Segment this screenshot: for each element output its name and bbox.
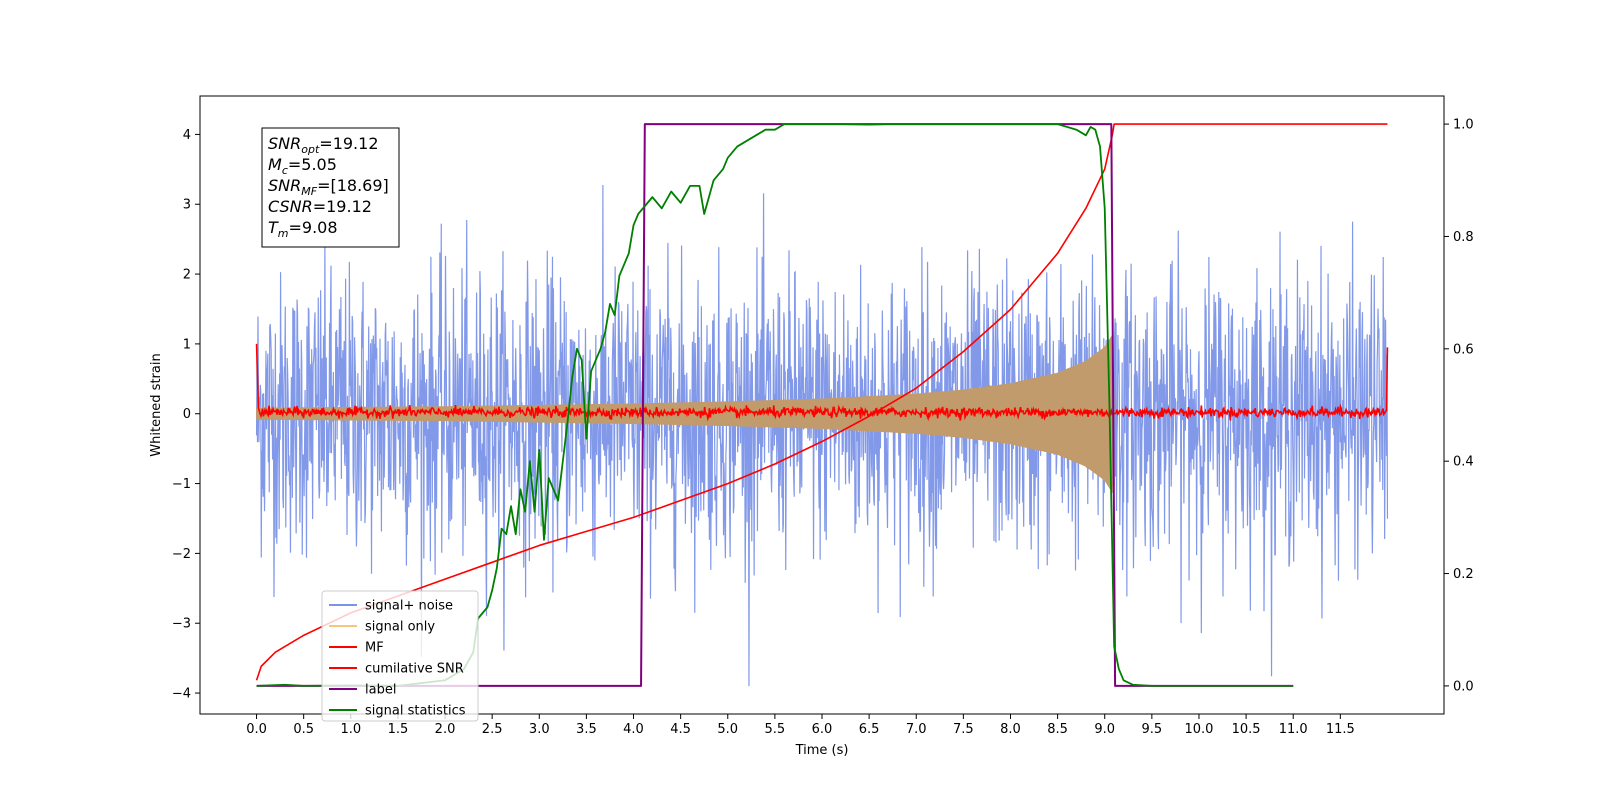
x-tick-label: 10.0 bbox=[1184, 722, 1213, 737]
y2-tick-label: 0.2 bbox=[1453, 567, 1474, 582]
x-tick-label: 1.5 bbox=[388, 722, 409, 737]
x-tick-label: 9.0 bbox=[1094, 722, 1115, 737]
y-tick-label: 4 bbox=[183, 128, 191, 143]
legend-label: MF bbox=[365, 641, 384, 656]
y-tick-label: 0 bbox=[183, 407, 191, 422]
legend-frame bbox=[321, 590, 479, 722]
x-tick-label: 7.5 bbox=[953, 722, 974, 737]
legend-label: cumilative SNR bbox=[365, 662, 464, 677]
y-tick-label: 3 bbox=[183, 198, 191, 213]
x-tick-label: 6.5 bbox=[859, 722, 880, 737]
annotation-box: SNRopt=19.12Mc=5.05SNRMF=[18.69]CSNR=19.… bbox=[261, 127, 400, 248]
x-tick-label: 5.5 bbox=[765, 722, 786, 737]
annotation-line: Mc=5.05 bbox=[268, 155, 337, 177]
series-mf-line bbox=[255, 343, 1389, 422]
x-tick-label: 2.5 bbox=[482, 722, 503, 737]
legend-label: signal statistics bbox=[365, 704, 466, 719]
legend-label: label bbox=[365, 683, 396, 698]
legend-label: signal+ noise bbox=[365, 599, 453, 614]
y-tick-label: −1 bbox=[172, 477, 191, 492]
x-tick-label: 2.0 bbox=[435, 722, 456, 737]
annotation-frame bbox=[261, 127, 400, 248]
x-tick-label: 7.0 bbox=[906, 722, 927, 737]
x-axis: 0.0 0.5 1.0 1.5 2.0 2.5 3.0 3.5 4.0 4.5 5.0 5.5 6.0 6… bbox=[246, 714, 1355, 737]
x-tick-label: 11.5 bbox=[1326, 722, 1355, 737]
y-axis-right: 0.0 0.2 0.4 0.6 0.8 1.0 bbox=[1444, 118, 1474, 694]
x-tick-label: 0.5 bbox=[293, 722, 314, 737]
y2-tick-label: 0.4 bbox=[1453, 455, 1474, 470]
y-tick-label: 2 bbox=[183, 268, 191, 283]
x-tick-label: 5.0 bbox=[717, 722, 738, 737]
series-signal-statistics-line bbox=[256, 123, 1294, 687]
y-axis-left: −4 −3 −2 −1 0 1 2 3 4 bbox=[172, 128, 200, 702]
y2-tick-label: 0.0 bbox=[1453, 679, 1474, 694]
x-tick-label: 0.0 bbox=[246, 722, 267, 737]
y-tick-label: −3 bbox=[172, 617, 191, 632]
x-tick-label: 8.5 bbox=[1047, 722, 1068, 737]
x-tick-label: 9.5 bbox=[1142, 722, 1163, 737]
annotation-line: Tm=9.08 bbox=[268, 218, 338, 240]
annotation-line: CSNR=19.12 bbox=[268, 197, 372, 216]
annotation-line: SNRopt=19.12 bbox=[268, 134, 379, 156]
y-tick-label: −4 bbox=[172, 687, 191, 702]
y-tick-label: −2 bbox=[172, 547, 191, 562]
x-tick-label: 1.0 bbox=[340, 722, 361, 737]
x-axis-label: Time (s) bbox=[795, 743, 849, 758]
x-tick-label: 4.0 bbox=[623, 722, 644, 737]
x-tick-label: 11.0 bbox=[1279, 722, 1308, 737]
x-tick-label: 8.0 bbox=[1000, 722, 1021, 737]
y2-tick-label: 0.6 bbox=[1453, 342, 1474, 357]
x-tick-label: 10.5 bbox=[1232, 722, 1261, 737]
x-tick-label: 4.5 bbox=[670, 722, 691, 737]
y2-tick-label: 0.8 bbox=[1453, 230, 1474, 245]
legend-label: signal only bbox=[365, 620, 435, 635]
y-tick-label: 1 bbox=[183, 337, 191, 352]
legend: signal+ noise signal only MF cumilative SNR… bbox=[321, 590, 479, 722]
y-axis-label: Whitened strain bbox=[149, 353, 164, 456]
x-tick-label: 3.5 bbox=[576, 722, 597, 737]
x-tick-label: 6.0 bbox=[812, 722, 833, 737]
x-tick-label: 3.0 bbox=[529, 722, 550, 737]
annotation-line: SNRMF=[18.69] bbox=[268, 176, 389, 198]
y2-tick-label: 1.0 bbox=[1453, 118, 1474, 133]
